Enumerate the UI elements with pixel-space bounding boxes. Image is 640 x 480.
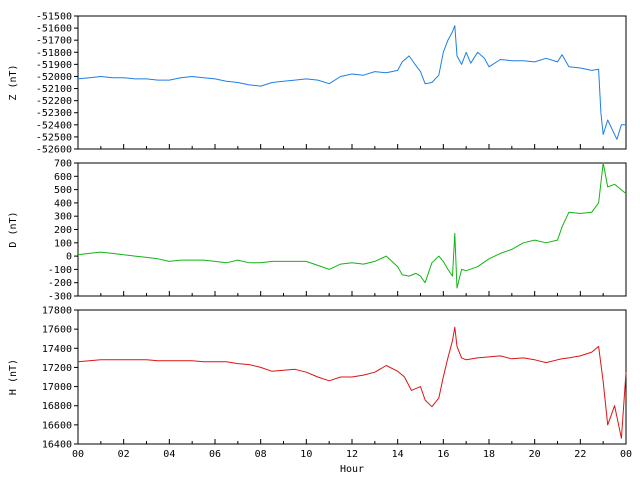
y-tick-label-d: 100 xyxy=(54,238,72,249)
x-tick-label: 12 xyxy=(346,449,358,460)
y-tick-label-d: 600 xyxy=(54,172,72,183)
x-tick-label: 06 xyxy=(209,449,221,460)
panel-z: -51500-51600-51700-51800-51900-52000-521… xyxy=(8,12,627,156)
x-tick-label: 00 xyxy=(620,449,632,460)
x-tick-label: 08 xyxy=(255,449,267,460)
x-tick-label: 10 xyxy=(300,449,312,460)
series-line-z xyxy=(77,25,626,140)
panel-h: 17800 17600 17400 17200 17000 16800 16600 16400… xyxy=(8,306,632,476)
y-tick-label-z: -52100 xyxy=(36,84,72,95)
x-axis-label: Hour xyxy=(340,464,364,475)
y-tick-label-z: -52300 xyxy=(36,108,72,119)
y-tick-label-z: -52000 xyxy=(36,72,72,83)
x-tick-label: 20 xyxy=(529,449,541,460)
y-tick-label-z: -51500 xyxy=(36,12,72,23)
series-line-d xyxy=(77,162,627,289)
x-tick-label: 00 xyxy=(72,449,84,460)
plot-frame-d xyxy=(77,162,627,297)
y-tick-label-d: -200 xyxy=(48,278,72,289)
y-tick-label-z: -51600 xyxy=(36,24,72,35)
y-tick-label-d: -100 xyxy=(48,265,72,276)
y-axis-label-d: D (nT) xyxy=(8,211,19,247)
y-tick-label-z: -51700 xyxy=(36,36,72,47)
y-tick-label-d: 200 xyxy=(54,225,72,236)
x-tick-label: 02 xyxy=(118,449,130,460)
y-tick-label-h: 16600 xyxy=(42,420,72,431)
x-tick-label: 04 xyxy=(163,449,175,460)
y-tick-label-z: -52600 xyxy=(36,145,72,156)
plot-frame-z xyxy=(77,15,627,150)
x-tick-label: 14 xyxy=(392,449,404,460)
y-axis-label-h: H (nT) xyxy=(8,359,19,395)
y-tick-label-h: 17000 xyxy=(42,382,72,393)
y-tick-label-d: 700 xyxy=(54,159,72,170)
panel-d: 700 600 500 400 300 200 100 0 -100 -200 -300 D (nT) xyxy=(8,159,627,303)
y-tick-label-d: 400 xyxy=(54,198,72,209)
y-tick-label-d: 300 xyxy=(54,212,72,223)
y-tick-label-h: 17800 xyxy=(42,306,72,317)
y-tick-label-d: -300 xyxy=(48,292,72,303)
y-axis-label-z: Z (nT) xyxy=(8,64,19,100)
x-tick-label: 16 xyxy=(437,449,449,460)
y-tick-label-d: 500 xyxy=(54,185,72,196)
y-tick-label-h: 16400 xyxy=(42,440,72,451)
x-tick-label: 18 xyxy=(483,449,495,460)
y-tick-label-z: -51800 xyxy=(36,48,72,59)
series-line-h xyxy=(77,326,627,439)
y-tick-label-h: 16800 xyxy=(42,401,72,412)
y-tick-label-d: 0 xyxy=(66,252,72,263)
y-tick-label-h: 17400 xyxy=(42,344,72,355)
y-tick-label-z: -52400 xyxy=(36,120,72,131)
y-tick-label-h: 17200 xyxy=(42,363,72,374)
y-tick-label-z: -52500 xyxy=(36,132,72,143)
y-tick-label-z: -51900 xyxy=(36,60,72,71)
y-tick-label-h: 17600 xyxy=(42,325,72,336)
y-tick-label-z: -52200 xyxy=(36,96,72,107)
x-tick-label: 22 xyxy=(574,449,586,460)
